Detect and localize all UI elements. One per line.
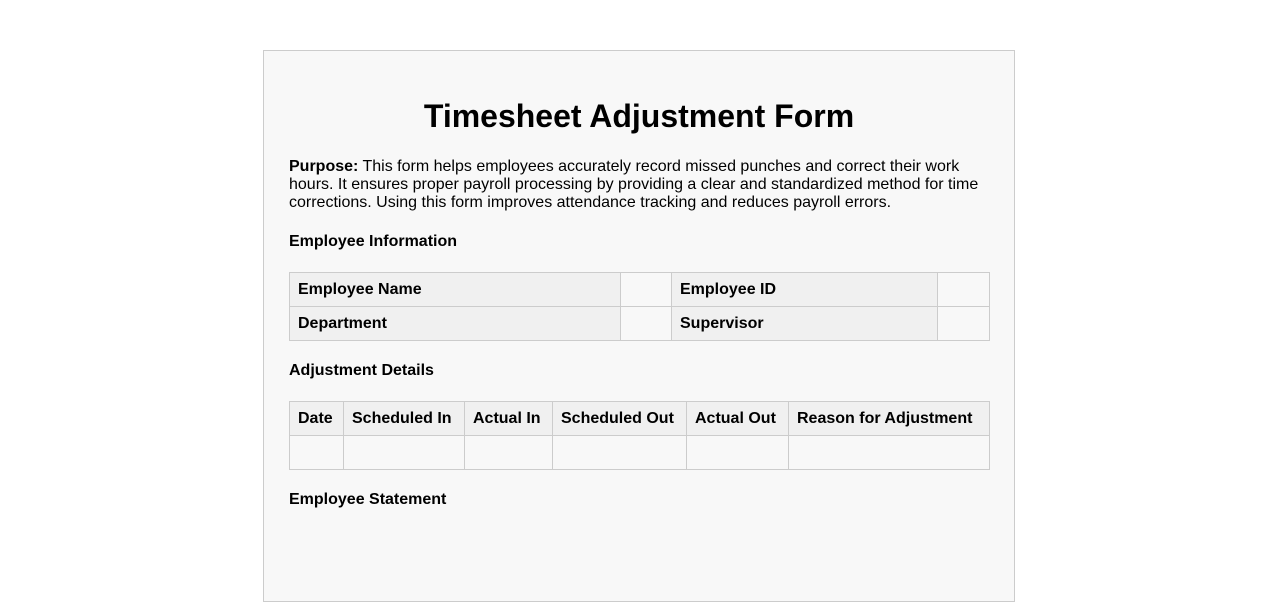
- adjustment-table: Date Scheduled In Actual In Scheduled Ou…: [289, 401, 990, 470]
- table-row: Employee Name Employee ID: [289, 272, 990, 307]
- date-cell[interactable]: [289, 435, 344, 470]
- page-title: Timesheet Adjustment Form: [423, 98, 855, 134]
- purpose-paragraph: Purpose: This form helps employees accur…: [289, 158, 989, 212]
- column-header-actual-out: Actual Out: [686, 401, 789, 436]
- department-field[interactable]: [620, 306, 672, 341]
- employee-id-field[interactable]: [937, 272, 990, 307]
- employee-id-label: Employee ID: [671, 272, 938, 307]
- department-label: Department: [289, 306, 621, 341]
- employee-name-field[interactable]: [620, 272, 672, 307]
- supervisor-field[interactable]: [937, 306, 990, 341]
- column-header-scheduled-in: Scheduled In: [343, 401, 465, 436]
- adjustment-details-heading: Adjustment Details: [289, 362, 434, 379]
- employee-statement-heading: Employee Statement: [289, 491, 447, 508]
- purpose-text: This form helps employees accurately rec…: [289, 158, 979, 211]
- column-header-actual-in: Actual In: [464, 401, 553, 436]
- scheduled-in-cell[interactable]: [343, 435, 465, 470]
- supervisor-label: Supervisor: [671, 306, 938, 341]
- column-header-reason: Reason for Adjustment: [788, 401, 990, 436]
- reason-cell[interactable]: [788, 435, 990, 470]
- table-header-row: Date Scheduled In Actual In Scheduled Ou…: [289, 401, 990, 436]
- employee-info-table: Employee Name Employee ID Department Sup…: [289, 272, 990, 341]
- table-row: Department Supervisor: [289, 306, 990, 341]
- scheduled-out-cell[interactable]: [552, 435, 687, 470]
- column-header-scheduled-out: Scheduled Out: [552, 401, 687, 436]
- column-header-date: Date: [289, 401, 344, 436]
- employee-info-heading: Employee Information: [289, 233, 458, 250]
- actual-out-cell[interactable]: [686, 435, 789, 470]
- purpose-label: Purpose:: [289, 158, 359, 175]
- employee-name-label: Employee Name: [289, 272, 621, 307]
- form-container: Timesheet Adjustment Form Purpose: This …: [263, 50, 1015, 602]
- table-row: [289, 435, 990, 470]
- actual-in-cell[interactable]: [464, 435, 553, 470]
